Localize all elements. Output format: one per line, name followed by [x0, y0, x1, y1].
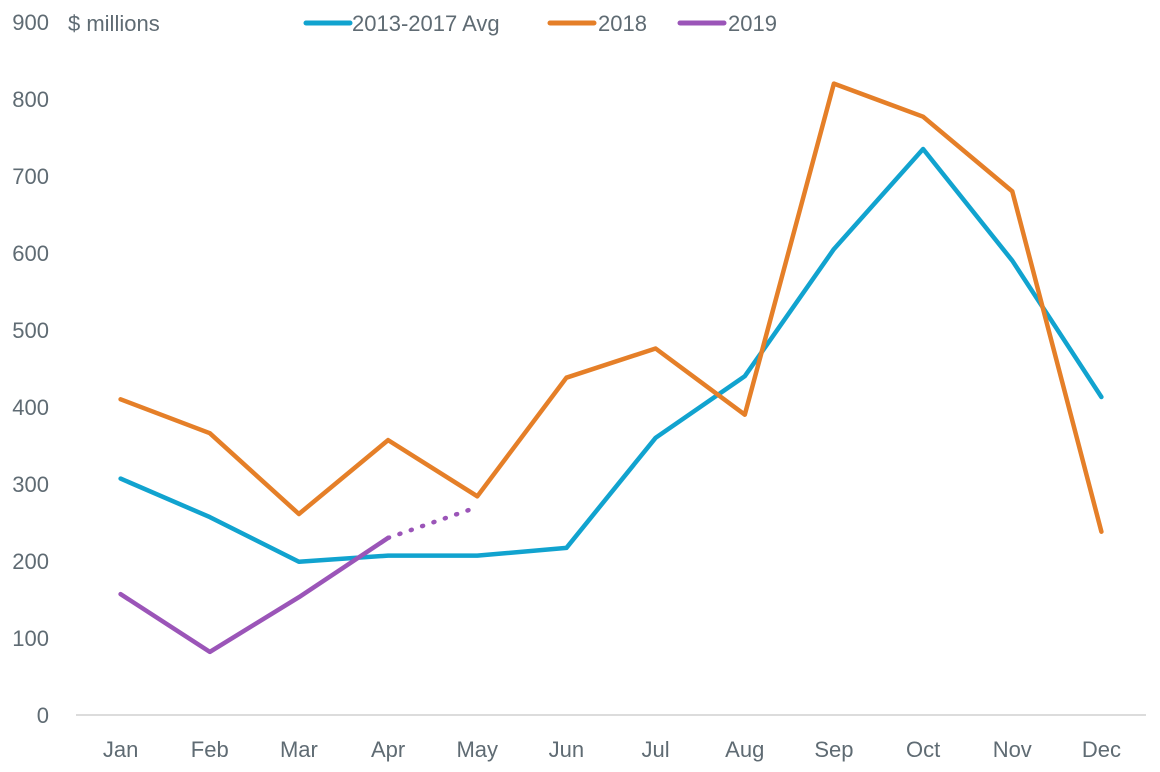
- x-tick-label: Jul: [642, 737, 670, 762]
- x-axis: Jan Feb Mar Apr May Jun Jul Aug Sep Oct Nov Dec: [103, 737, 1121, 762]
- series-line-2019: [118, 535, 391, 655]
- y-tick-label: 700: [12, 164, 49, 189]
- legend: 2013-2017 Avg 2018 2019: [303, 11, 777, 36]
- series-line-2013-2017-avg: [118, 146, 1104, 565]
- y-tick-label: 600: [12, 241, 49, 266]
- legend-label: 2013-2017 Avg: [352, 11, 500, 36]
- y-tick-label: 100: [12, 626, 49, 651]
- series-projection-2019: [385, 504, 480, 541]
- y-axis: 0 100 200 300 400 500 600 700 800 900: [12, 10, 49, 728]
- x-tick-label: Dec: [1082, 737, 1121, 762]
- series-lines: [118, 81, 1104, 655]
- x-tick-label: Jun: [549, 737, 584, 762]
- x-tick-label: Nov: [993, 737, 1032, 762]
- y-tick-label: 400: [12, 395, 49, 420]
- x-tick-label: Apr: [371, 737, 405, 762]
- x-tick-label: Mar: [280, 737, 318, 762]
- x-tick-label: May: [456, 737, 498, 762]
- legend-label: 2019: [728, 11, 777, 36]
- y-tick-label: 500: [12, 318, 49, 343]
- y-tick-label: 200: [12, 549, 49, 574]
- x-tick-label: Aug: [725, 737, 764, 762]
- y-tick-label: 0: [37, 703, 49, 728]
- x-tick-label: Sep: [814, 737, 853, 762]
- x-tick-label: Feb: [191, 737, 229, 762]
- unit-label: $ millions: [68, 11, 160, 36]
- x-tick-label: Oct: [906, 737, 940, 762]
- y-tick-label: 800: [12, 87, 49, 112]
- series-line-2018: [118, 81, 1104, 534]
- legend-label: 2018: [598, 11, 647, 36]
- y-tick-label: 300: [12, 472, 49, 497]
- y-tick-label: 900: [12, 10, 49, 35]
- x-tick-label: Jan: [103, 737, 138, 762]
